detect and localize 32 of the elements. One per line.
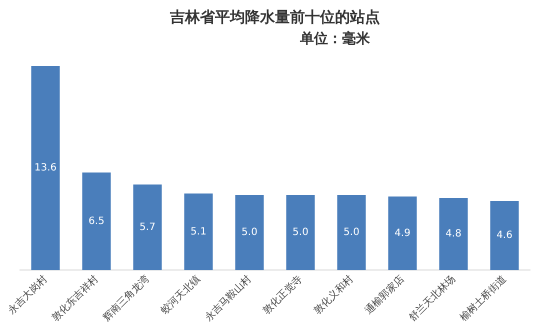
bar xyxy=(235,195,264,270)
x-tick-label: 舒兰天北林场 xyxy=(406,272,458,324)
bar xyxy=(337,195,366,270)
data-label: 6.5 xyxy=(88,216,104,227)
data-label: 13.6 xyxy=(34,162,57,174)
x-tick-label: 敦化义和村 xyxy=(312,272,356,317)
bar xyxy=(31,66,60,270)
data-label: 5.0 xyxy=(292,227,308,238)
x-tick-label: 敦化正觉寺 xyxy=(260,272,305,317)
bar xyxy=(82,172,111,270)
chart-title: 吉林省平均降水量前十位的站点 xyxy=(169,8,381,27)
x-tick-label: 敦化东吉祥村 xyxy=(50,272,101,324)
data-label: 4.6 xyxy=(496,230,512,242)
x-tick-label: 通榆郭家店 xyxy=(362,272,407,317)
data-label: 5.0 xyxy=(242,227,258,238)
bar xyxy=(439,198,468,270)
bar xyxy=(133,184,162,270)
data-label: 5.1 xyxy=(190,226,206,238)
x-tick-label: 辉南三角龙湾 xyxy=(100,272,152,324)
bar xyxy=(490,201,519,270)
chart-subtitle: 单位：毫米 xyxy=(300,30,370,48)
x-tick-label: 榆树土桥街道 xyxy=(458,272,509,324)
data-label: 5.7 xyxy=(140,222,156,233)
x-tick-label: 永吉大岗村 xyxy=(6,272,50,317)
data-label: 5.0 xyxy=(344,227,360,238)
data-label: 4.9 xyxy=(394,228,410,239)
bar xyxy=(286,195,315,270)
data-label: 4.8 xyxy=(446,228,462,240)
x-tick-label: 永吉马鞍山村 xyxy=(202,272,254,324)
x-tick-label: 蛟河天北镇 xyxy=(158,272,203,317)
bar xyxy=(388,196,417,270)
bar xyxy=(184,194,213,270)
